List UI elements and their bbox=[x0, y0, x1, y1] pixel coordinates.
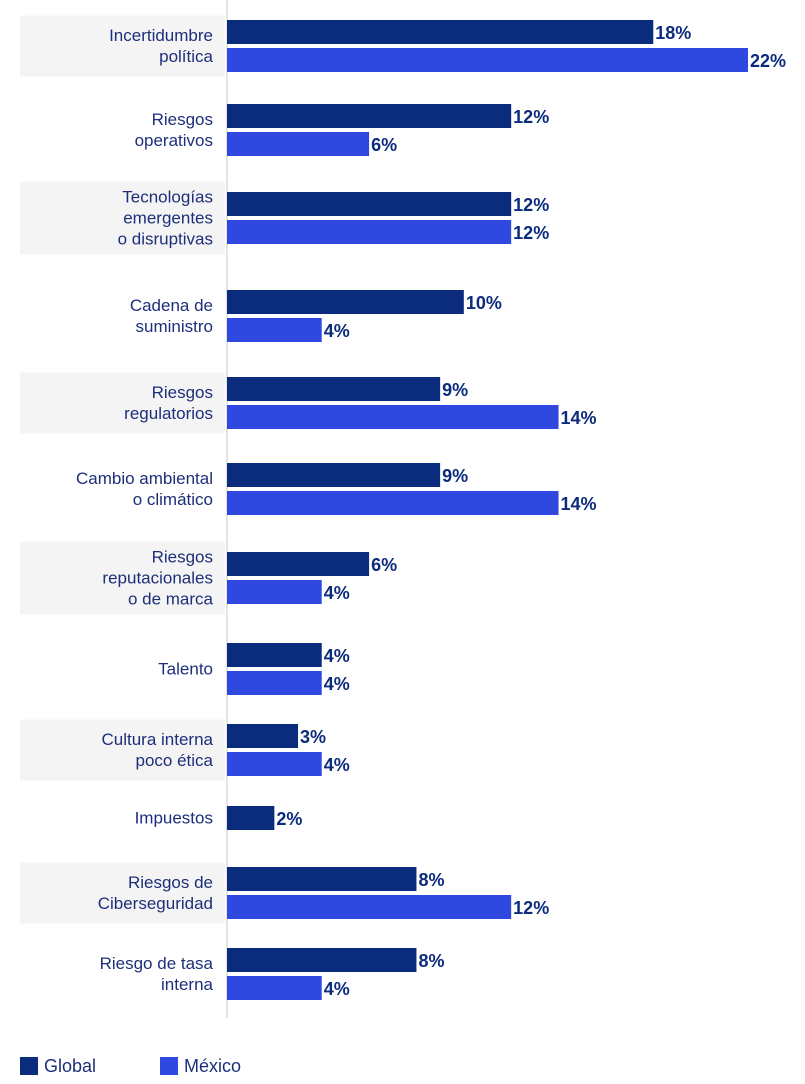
bar bbox=[227, 192, 512, 216]
category-label: Tecnologías emergentes o disruptivas bbox=[117, 187, 213, 249]
value-label: 4% bbox=[324, 321, 350, 341]
row-band bbox=[20, 372, 225, 434]
value-label: 12% bbox=[513, 195, 549, 215]
bar bbox=[227, 290, 464, 314]
category-label: Riesgos regulatorios bbox=[124, 383, 213, 423]
bar bbox=[227, 867, 417, 891]
value-label: 4% bbox=[324, 755, 350, 775]
value-label: 2% bbox=[276, 809, 302, 829]
bar bbox=[227, 752, 322, 776]
bar bbox=[227, 724, 299, 748]
value-label: 8% bbox=[418, 951, 444, 971]
bar bbox=[227, 948, 417, 972]
value-label: 6% bbox=[371, 135, 397, 155]
bar bbox=[227, 48, 748, 72]
bar bbox=[227, 377, 441, 401]
value-label: 3% bbox=[300, 727, 326, 747]
value-label: 22% bbox=[750, 51, 786, 71]
value-label: 10% bbox=[466, 293, 502, 313]
category-label: Riesgo de tasa interna bbox=[99, 954, 213, 994]
value-label: 4% bbox=[324, 674, 350, 694]
bar bbox=[227, 463, 441, 487]
value-label: 14% bbox=[561, 494, 597, 514]
bar bbox=[227, 552, 370, 576]
legend-swatch bbox=[20, 1057, 38, 1075]
row-band bbox=[20, 181, 225, 255]
category-label: Cultura interna poco ética bbox=[101, 730, 213, 770]
legend-label: México bbox=[184, 1056, 241, 1076]
category-label: Impuestos bbox=[134, 808, 213, 828]
value-label: 8% bbox=[418, 870, 444, 890]
value-label: 4% bbox=[324, 646, 350, 666]
category-label: Talento bbox=[158, 659, 213, 679]
value-label: 18% bbox=[655, 23, 691, 43]
row-band bbox=[20, 541, 225, 615]
value-label: 14% bbox=[561, 408, 597, 428]
bar bbox=[227, 643, 322, 667]
bar bbox=[227, 976, 322, 1000]
category-label: Cambio ambiental o climático bbox=[75, 469, 213, 509]
row-band bbox=[20, 15, 225, 77]
bar bbox=[227, 220, 512, 244]
value-label: 9% bbox=[442, 380, 468, 400]
bar bbox=[227, 580, 322, 604]
bar bbox=[227, 405, 559, 429]
category-label: Cadena de suministro bbox=[129, 296, 213, 336]
value-label: 6% bbox=[371, 555, 397, 575]
bar bbox=[227, 20, 654, 44]
bar bbox=[227, 132, 370, 156]
value-label: 12% bbox=[513, 107, 549, 127]
category-label: Incertidumbre política bbox=[109, 26, 213, 66]
value-label: 9% bbox=[442, 466, 468, 486]
bar bbox=[227, 806, 275, 830]
row-band bbox=[20, 862, 225, 924]
row-band bbox=[20, 719, 225, 781]
bar bbox=[227, 895, 512, 919]
category-label: Riesgos de Ciberseguridad bbox=[97, 873, 213, 913]
legend-label: Global bbox=[44, 1056, 96, 1076]
legend-swatch bbox=[160, 1057, 178, 1075]
bar bbox=[227, 491, 559, 515]
value-label: 12% bbox=[513, 223, 549, 243]
value-label: 4% bbox=[324, 979, 350, 999]
value-label: 4% bbox=[324, 583, 350, 603]
value-label: 12% bbox=[513, 898, 549, 918]
bar bbox=[227, 104, 512, 128]
bar bbox=[227, 671, 322, 695]
category-label: Riesgos operativos bbox=[134, 110, 213, 150]
bar bbox=[227, 318, 322, 342]
category-label: Riesgos reputacionales o de marca bbox=[102, 547, 213, 609]
